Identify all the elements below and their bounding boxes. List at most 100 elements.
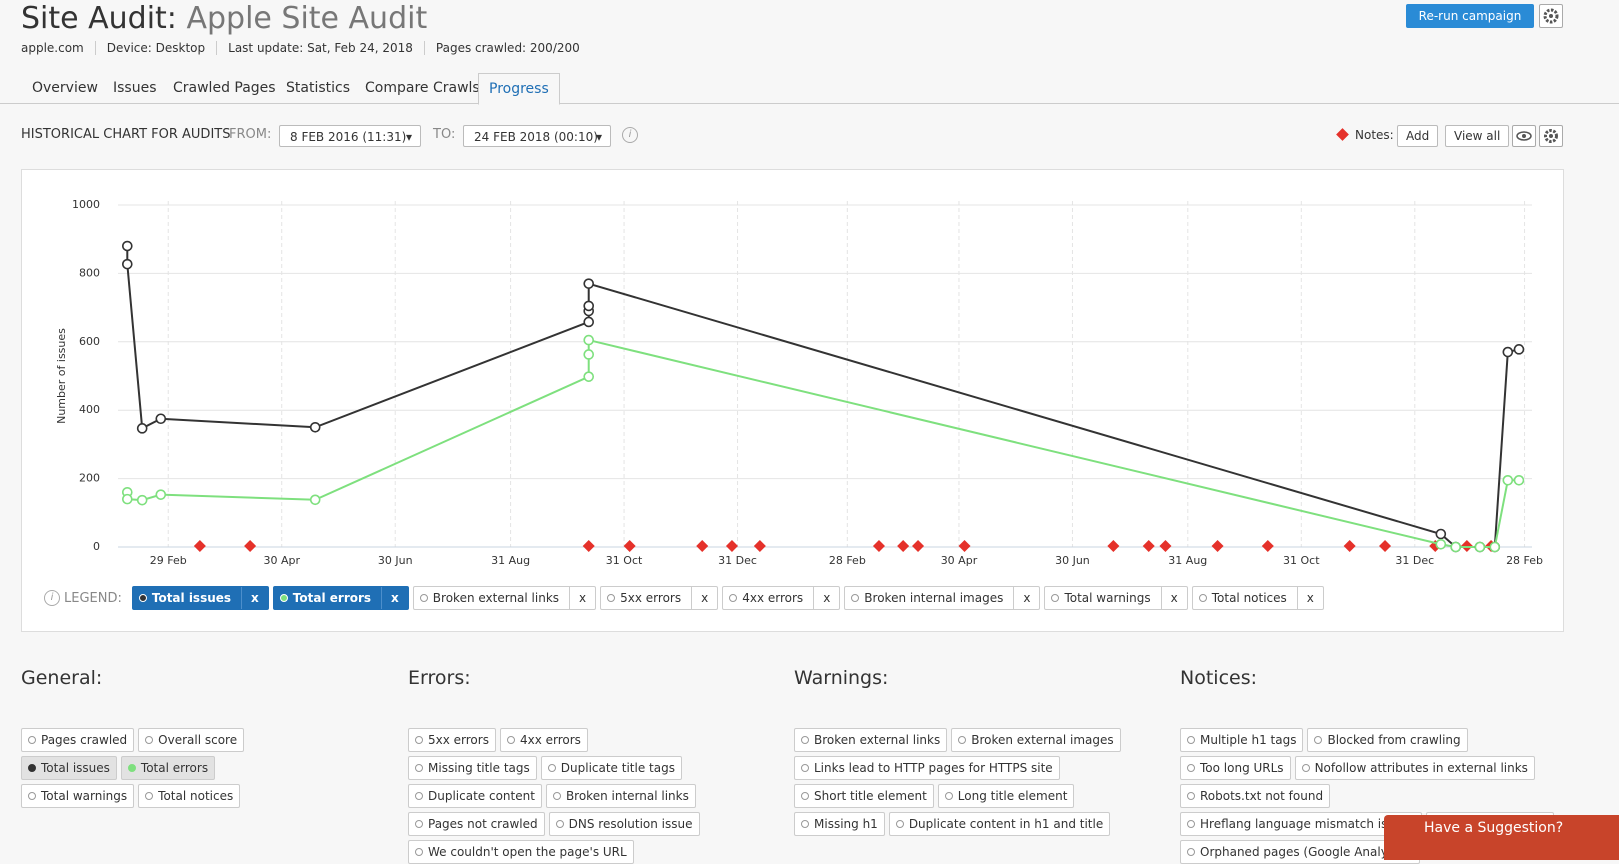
rerun-label: Re-run campaign	[1418, 9, 1522, 23]
legend-remove[interactable]: x	[1023, 591, 1031, 605]
legend-item[interactable]: Total errors x	[272, 586, 409, 610]
legend-remove[interactable]: x	[1170, 591, 1178, 605]
add-note-button[interactable]: Add	[1397, 125, 1439, 147]
from-dropdown[interactable]: 8 FEB 2016 (11:31) ▾	[279, 125, 421, 147]
legend-text: Total errors	[292, 591, 372, 605]
toggle-dot	[145, 792, 154, 800]
legend-name: Total notices	[1193, 587, 1298, 609]
legend-item[interactable]: 4xx errors x	[722, 586, 841, 610]
metric-toggle[interactable]: Robots.txt not found	[1180, 784, 1331, 808]
x-tick-label: 28 Feb	[1506, 554, 1543, 567]
legend-dot	[1198, 594, 1207, 602]
x-tick-label: 30 Apr	[263, 554, 300, 567]
x-tick-label: 31 Oct	[606, 554, 643, 567]
legend-remove[interactable]: x	[579, 591, 587, 605]
metric-toggle[interactable]: Duplicate content in h1 and title	[888, 812, 1111, 836]
to-dropdown[interactable]: 24 FEB 2018 (00:10) ▾	[463, 125, 611, 147]
legend-text: Broken external links	[432, 591, 560, 605]
legend-text: Total notices	[1211, 591, 1287, 605]
legend-item[interactable]: 5xx errors x	[600, 586, 719, 610]
data-point	[309, 494, 321, 506]
toggle-dot	[415, 764, 423, 772]
data-point	[583, 300, 595, 312]
toggle-dot	[415, 792, 423, 800]
eye-button[interactable]	[1512, 125, 1536, 147]
toggle-label: Short title element	[814, 789, 927, 803]
page-title: Site Audit: Apple Site Audit	[21, 0, 427, 38]
legend-remove[interactable]: x	[251, 591, 259, 605]
metric-toggle[interactable]: Broken external links	[794, 728, 948, 752]
metric-toggle[interactable]: We couldn't open the page's URL	[408, 840, 634, 864]
metric-toggle[interactable]: Broken internal links	[545, 784, 696, 808]
legend-item[interactable]: Total issues x	[131, 586, 269, 610]
to-label: TO:	[433, 127, 456, 142]
tab[interactable]: Overview	[32, 80, 98, 96]
legend-remove[interactable]: x	[1306, 591, 1314, 605]
x-tick-label: 31 Dec	[718, 554, 757, 567]
info-icon[interactable]: i	[622, 127, 638, 143]
toggle-dot	[944, 792, 953, 800]
metric-toggle[interactable]: Missing title tags	[408, 756, 537, 780]
metric-toggle[interactable]: Duplicate title tags	[540, 756, 682, 780]
legend-item[interactable]: Broken external links x	[412, 586, 597, 610]
metric-toggle[interactable]: Total errors	[120, 756, 216, 780]
metric-toggle[interactable]: Hreflang language mismatch issues	[1180, 812, 1422, 836]
metric-toggle[interactable]: Long title element	[937, 784, 1075, 808]
toggle-dot	[1314, 736, 1323, 744]
legend-dot	[279, 594, 288, 602]
legend-item[interactable]: Total warnings x	[1044, 586, 1188, 610]
view-all-button[interactable]: View all	[1445, 125, 1510, 147]
from-value: 8 FEB 2016 (11:31)	[290, 130, 407, 144]
rerun-button[interactable]: Re-run campaign	[1406, 4, 1534, 28]
metric-toggle[interactable]: 5xx errors	[408, 728, 496, 752]
legend-remove[interactable]: x	[391, 591, 399, 605]
legend-item[interactable]: Total notices x	[1191, 586, 1324, 610]
chart-settings-button[interactable]	[1539, 125, 1563, 147]
metric-toggle[interactable]: Multiple h1 tags	[1180, 728, 1304, 752]
tab[interactable]: Crawled Pages	[173, 80, 276, 96]
metric-toggle[interactable]: Total warnings	[21, 784, 135, 808]
metric-toggle[interactable]: Nofollow attributes in external links	[1294, 756, 1535, 780]
metric-toggle[interactable]: Total notices	[138, 784, 241, 808]
metric-toggle[interactable]: Total issues	[21, 756, 117, 780]
metric-toggle[interactable]: Links lead to HTTP pages for HTTPS site	[794, 756, 1060, 780]
data-point	[583, 349, 595, 360]
toggle-label: Links lead to HTTP pages for HTTPS site	[814, 761, 1053, 775]
legend-item[interactable]: Broken internal images x	[844, 586, 1041, 610]
tab[interactable]: Issues	[113, 80, 157, 96]
toggle-label: Hreflang language mismatch issues	[1200, 817, 1415, 831]
note-marker	[897, 540, 910, 552]
metric-toggle[interactable]: Blocked from crawling	[1307, 728, 1468, 752]
legend-text: 5xx errors	[620, 591, 682, 605]
metric-toggle[interactable]: Broken external images	[951, 728, 1121, 752]
metric-toggle[interactable]: Missing h1	[794, 812, 885, 836]
metric-toggle[interactable]: Pages crawled	[21, 728, 135, 752]
tab[interactable]: Compare Crawls	[365, 80, 480, 96]
metric-toggle[interactable]: Overall score	[138, 728, 245, 752]
x-tick-label: 28 Feb	[829, 554, 866, 567]
notes-label: Notes:	[1355, 128, 1394, 142]
metric-toggle[interactable]: Duplicate content	[408, 784, 542, 808]
toggle-label: Overall score	[158, 733, 238, 747]
metric-toggle[interactable]: 4xx errors	[499, 728, 588, 752]
legend-name: Broken internal images	[845, 587, 1015, 609]
suggestion-button[interactable]: Have a Suggestion?	[1384, 815, 1619, 860]
metric-toggle[interactable]: Short title element	[794, 784, 934, 808]
tab[interactable]: Statistics	[286, 80, 350, 96]
info-icon[interactable]: i	[44, 590, 60, 606]
meta-item: Pages crawled: 200/200	[423, 41, 591, 55]
toggle-dot	[1187, 820, 1195, 828]
metric-toggle[interactable]: DNS resolution issue	[548, 812, 700, 836]
legend-remove[interactable]: x	[823, 591, 831, 605]
legend-remove[interactable]: x	[701, 591, 709, 605]
x-tick-label: 30 Jun	[1055, 554, 1090, 567]
toggle-dot	[1301, 764, 1310, 772]
metric-toggle[interactable]: Pages not crawled	[408, 812, 545, 836]
settings-button[interactable]	[1539, 4, 1563, 28]
tab-active[interactable]: Progress	[478, 73, 560, 105]
metric-toggle[interactable]: Too long URLs	[1180, 756, 1291, 780]
y-tick-label: 400	[79, 403, 100, 416]
toggle-dot	[801, 736, 809, 744]
x-tick-label: 30 Apr	[941, 554, 978, 567]
